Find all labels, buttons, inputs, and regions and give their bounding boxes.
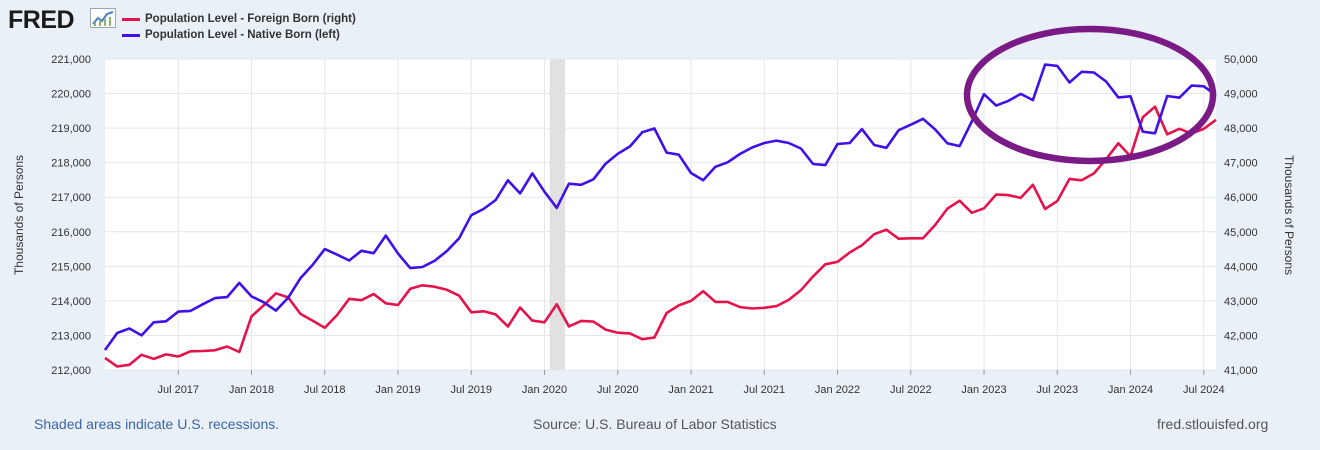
x-tick-label: Jul 2024 <box>1183 384 1225 396</box>
x-tick-label: Jul 2017 <box>157 384 199 396</box>
legend-label-foreign-born: Population Level - Foreign Born (right) <box>145 13 356 25</box>
plot-area <box>105 59 1216 370</box>
legend-item-native-born[interactable]: Population Level - Native Born (left) <box>122 27 356 43</box>
right-tick-label: 44,000 <box>1224 261 1258 273</box>
x-tick-label: Jan 2019 <box>375 384 420 396</box>
legend-item-foreign-born[interactable]: Population Level - Foreign Born (right) <box>122 11 356 27</box>
left-tick-label: 216,000 <box>51 227 91 239</box>
fred-logo[interactable]: FRED <box>8 6 75 34</box>
x-tick-label: Jan 2023 <box>961 384 1006 396</box>
x-tick-label: Jul 2021 <box>743 384 785 396</box>
x-axis: Jul 2017 Jan 2018 Jul 2018 Jan 2019 Jul 2019… <box>157 370 1225 396</box>
recession-band <box>549 59 566 370</box>
x-tick-label: Jan 2024 <box>1108 384 1153 396</box>
left-tick-label: 219,000 <box>51 123 91 135</box>
x-tick-label: Jan 2018 <box>229 384 274 396</box>
legend-swatch-native-born <box>122 33 140 37</box>
left-axis-title: Thousands of Persons <box>12 155 26 275</box>
right-y-axis: 41,000 42,000 43,000 44,000 45,000 46,000 47,0… <box>1224 54 1258 377</box>
left-tick-label: 217,000 <box>51 192 91 204</box>
left-tick-label: 220,000 <box>51 89 91 101</box>
trend-line-icon <box>90 8 116 28</box>
left-y-axis: 212,000 213,000 214,000 215,000 216,000 217,0… <box>51 54 91 377</box>
right-tick-label: 49,000 <box>1224 89 1258 101</box>
x-tick-label: Jan 2020 <box>522 384 567 396</box>
right-tick-label: 48,000 <box>1224 123 1258 135</box>
x-tick-label: Jul 2020 <box>597 384 639 396</box>
site-link[interactable]: fred.stlouisfed.org <box>1157 416 1269 432</box>
left-tick-label: 213,000 <box>51 330 91 342</box>
x-tick-label: Jul 2019 <box>450 384 492 396</box>
x-tick-label: Jan 2022 <box>815 384 860 396</box>
right-tick-label: 43,000 <box>1224 296 1258 308</box>
left-tick-label: 212,000 <box>51 365 91 377</box>
right-axis-title: Thousands of Persons <box>1282 155 1296 275</box>
x-tick-label: Jul 2023 <box>1036 384 1078 396</box>
series-line-native-born[interactable] <box>103 63 1217 351</box>
line-chart[interactable]: Jul 2017 Jan 2018 Jul 2018 Jan 2019 Jul 2019… <box>0 0 1320 410</box>
source-note: Source: U.S. Bureau of Labor Statistics <box>533 416 777 432</box>
left-tick-label: 221,000 <box>51 54 91 66</box>
x-tick-label: Jul 2022 <box>890 384 932 396</box>
legend-swatch-foreign-born <box>122 17 140 21</box>
x-tick-label: Jul 2018 <box>304 384 346 396</box>
chart-legend: Population Level - Foreign Born (right) … <box>122 11 356 43</box>
right-tick-label: 50,000 <box>1224 54 1258 66</box>
right-tick-label: 45,000 <box>1224 227 1258 239</box>
recession-note[interactable]: Shaded areas indicate U.S. recessions. <box>34 416 280 432</box>
left-tick-label: 218,000 <box>51 158 91 170</box>
legend-label-native-born: Population Level - Native Born (left) <box>145 29 340 41</box>
right-tick-label: 47,000 <box>1224 158 1258 170</box>
x-tick-label: Jan 2021 <box>668 384 713 396</box>
right-tick-label: 42,000 <box>1224 330 1258 342</box>
highlight-ellipse <box>963 25 1217 165</box>
left-tick-label: 215,000 <box>51 261 91 273</box>
series-line-foreign-born[interactable] <box>104 105 1217 368</box>
left-tick-label: 214,000 <box>51 296 91 308</box>
right-tick-label: 46,000 <box>1224 192 1258 204</box>
right-tick-label: 41,000 <box>1224 365 1258 377</box>
